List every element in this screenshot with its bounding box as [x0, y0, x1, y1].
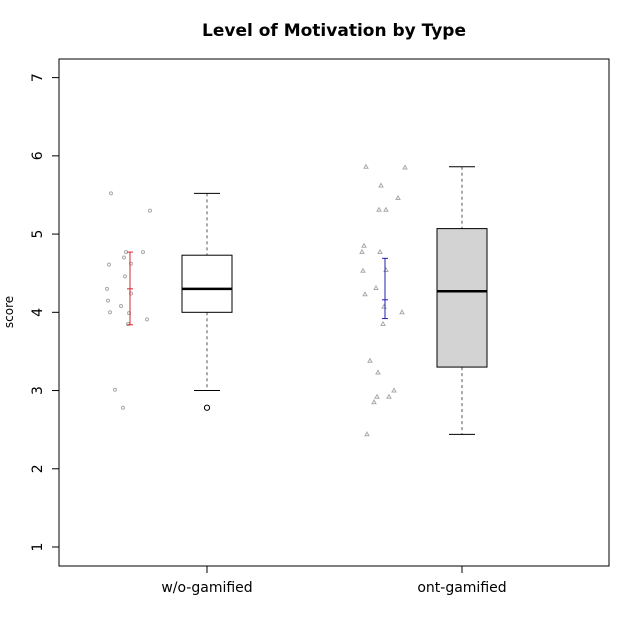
data-point — [386, 393, 392, 399]
box — [436, 228, 488, 368]
data-point — [108, 310, 112, 315]
data-point — [105, 286, 109, 291]
box-group-0 — [105, 191, 233, 411]
chart-title: Level of Motivation by Type — [202, 21, 466, 41]
data-point — [121, 405, 125, 410]
y-tick-label: 3 — [30, 386, 46, 395]
y-tick-label: 4 — [30, 308, 46, 317]
y-axis: 1 2 3 4 5 6 7 — [30, 73, 59, 551]
data-point — [113, 387, 117, 392]
data-point — [141, 250, 145, 255]
plot-frame — [58, 58, 610, 567]
x-tick-label: w/o-gamified — [161, 580, 252, 596]
data-point — [380, 320, 386, 326]
data-point — [376, 206, 382, 212]
y-tick-label: 6 — [30, 151, 46, 160]
y-tick-label: 5 — [30, 230, 46, 239]
y-tick-label: 2 — [30, 464, 46, 473]
box — [181, 254, 233, 313]
outlier-point — [203, 404, 211, 411]
data-point — [122, 255, 126, 260]
plot-area — [105, 163, 488, 437]
data-point — [119, 304, 123, 309]
data-point — [373, 284, 379, 290]
data-point — [360, 267, 366, 273]
y-axis-label: score — [2, 296, 16, 328]
data-point — [391, 387, 397, 393]
data-point — [402, 164, 408, 170]
data-point — [378, 182, 384, 188]
data-point — [374, 393, 380, 399]
data-point — [145, 317, 149, 322]
x-axis: w/o-gamified ont-gamified — [161, 566, 507, 596]
data-point — [109, 191, 113, 196]
data-point — [399, 309, 405, 315]
data-point — [377, 248, 383, 254]
data-point — [361, 242, 367, 248]
box-group-1 — [359, 163, 488, 437]
data-point — [395, 194, 401, 200]
data-point — [123, 274, 127, 279]
y-tick-label: 7 — [30, 73, 46, 82]
data-point — [107, 262, 111, 267]
data-point — [383, 206, 389, 212]
y-tick-label: 1 — [30, 543, 46, 552]
x-tick-label: ont-gamified — [417, 580, 506, 596]
data-point — [367, 357, 373, 363]
data-point — [375, 369, 381, 375]
data-point — [148, 208, 152, 213]
data-point — [359, 248, 365, 254]
data-point — [363, 163, 369, 169]
data-point — [362, 291, 368, 297]
data-point — [106, 298, 110, 303]
data-point — [371, 399, 377, 405]
data-point — [364, 431, 370, 437]
